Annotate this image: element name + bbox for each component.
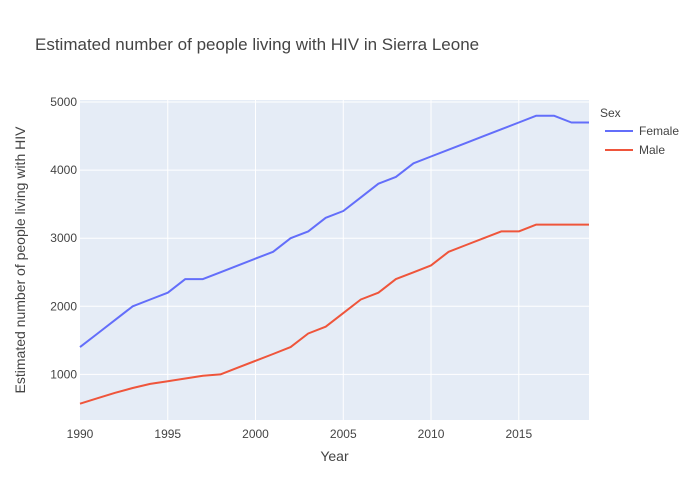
x-tick-label: 2015 bbox=[505, 427, 532, 441]
y-axis-ticks: 1000 2000 3000 4000 5000 bbox=[50, 95, 77, 381]
x-tick-label: 1990 bbox=[67, 427, 94, 441]
chart-title: Estimated number of people living with H… bbox=[35, 35, 479, 54]
x-axis-label: Year bbox=[320, 448, 349, 464]
y-tick-label: 3000 bbox=[50, 231, 77, 245]
legend-title: Sex bbox=[600, 106, 621, 120]
y-tick-label: 5000 bbox=[50, 95, 77, 109]
y-tick-label: 4000 bbox=[50, 163, 77, 177]
y-axis-label: Estimated number of people living with H… bbox=[12, 126, 28, 394]
x-tick-label: 1995 bbox=[154, 427, 181, 441]
y-tick-label: 2000 bbox=[50, 299, 77, 313]
legend-item-female[interactable]: Female bbox=[605, 124, 679, 138]
x-axis-ticks: 1990 1995 2000 2005 2010 2015 bbox=[67, 427, 533, 441]
x-tick-label: 2005 bbox=[330, 427, 357, 441]
legend-item-male[interactable]: Male bbox=[605, 143, 665, 157]
legend-label: Female bbox=[639, 124, 679, 138]
x-tick-label: 2010 bbox=[418, 427, 445, 441]
series-line-female bbox=[79, 114, 589, 348]
series-line-male bbox=[79, 223, 589, 405]
y-tick-label: 1000 bbox=[50, 367, 77, 381]
series-lines bbox=[79, 114, 589, 405]
legend[interactable]: Sex Female Male bbox=[600, 106, 679, 157]
plot-area bbox=[80, 100, 589, 420]
legend-label: Male bbox=[639, 143, 665, 157]
grid-lines bbox=[80, 100, 589, 420]
x-tick-label: 2000 bbox=[242, 427, 269, 441]
